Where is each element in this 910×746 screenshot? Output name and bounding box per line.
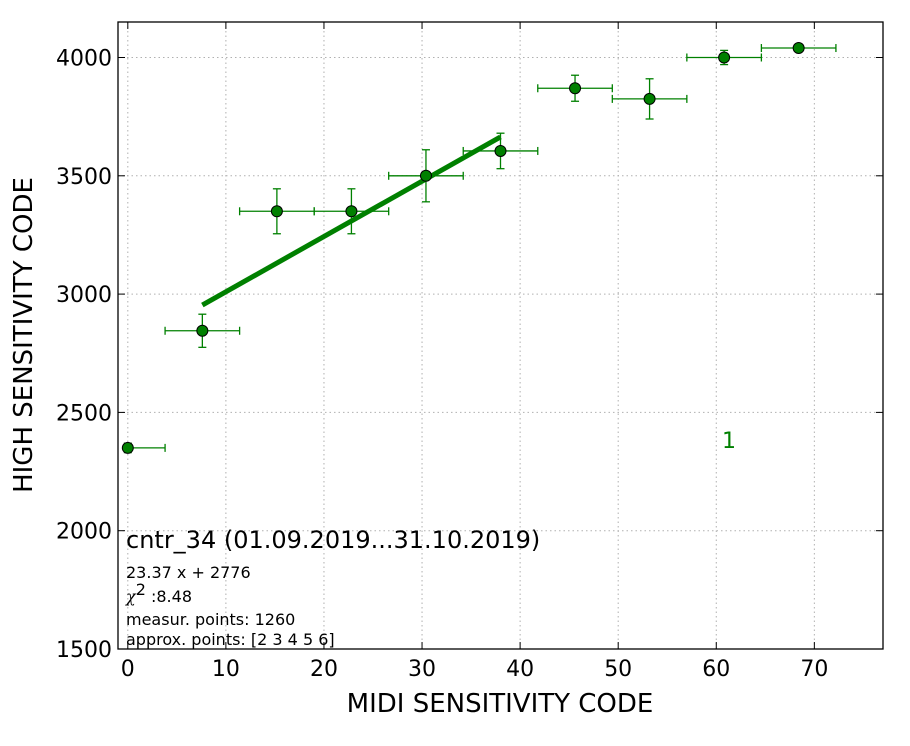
markers: [121, 42, 805, 454]
x-tick-label: 40: [506, 657, 534, 682]
grid-layer: [118, 22, 883, 650]
y-axis-label: HIGH SENSITIVITY CODE: [9, 177, 39, 493]
data-point: [569, 82, 582, 95]
error-bars: [123, 44, 837, 454]
fit-line: [201, 134, 502, 308]
x-tick-label: 30: [408, 657, 436, 682]
x-tick-label: 20: [310, 657, 338, 682]
y-tick-label: 1500: [56, 638, 112, 663]
y-tick-label: 3500: [56, 165, 112, 190]
data-point: [792, 42, 805, 55]
y-ticks: 1500 2000 2500 3000 3500 4000: [56, 46, 883, 663]
annotation-approx-points: approx. points: [2 3 4 5 6]: [126, 630, 335, 649]
x-ticks: 0 10 20 30 40 50 60 70: [121, 22, 828, 682]
data-point: [494, 144, 507, 157]
x-tick-label: 70: [800, 657, 828, 682]
y-tick-label: 3000: [56, 283, 112, 308]
chi-value: :8.48: [146, 587, 192, 606]
chi-exponent: 2: [136, 580, 146, 599]
data-point: [121, 441, 134, 454]
data-point: [419, 169, 432, 182]
y-tick-label: 4000: [56, 46, 112, 71]
annotation-equation: 23.37 x + 2776: [126, 563, 251, 582]
data-point: [345, 205, 358, 218]
data-point: [196, 324, 209, 337]
x-tick-label: 50: [604, 657, 632, 682]
annotation-title: cntr_34 (01.09.2019...31.10.2019): [126, 526, 540, 554]
data-point: [718, 51, 731, 64]
y-tick-label: 2500: [56, 401, 112, 426]
annotation-chi-squared: χ2 :8.48: [125, 580, 192, 606]
plot-area-frame: [117, 21, 884, 650]
x-tick-label: 10: [212, 657, 240, 682]
chi-symbol: χ: [125, 587, 137, 606]
x-tick-label: 0: [121, 657, 135, 682]
data-point: [643, 92, 656, 105]
chart-corner-label: 1: [722, 429, 736, 454]
y-tick-label: 2000: [56, 520, 112, 545]
fit-line-layer: [201, 134, 502, 308]
annotation-measur-points: measur. points: 1260: [126, 610, 295, 629]
x-axis-label: MIDI SENSITIVITY CODE: [347, 689, 654, 719]
x-tick-label: 60: [702, 657, 730, 682]
data-point: [270, 205, 283, 218]
